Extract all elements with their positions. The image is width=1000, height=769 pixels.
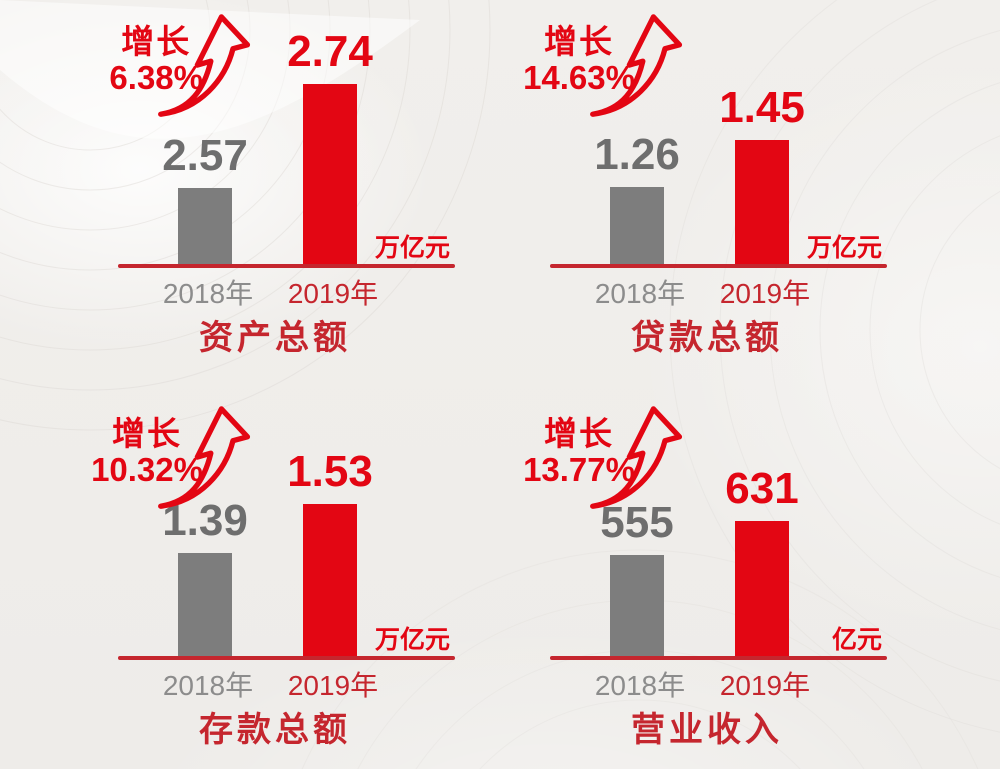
unit-label: 亿元	[831, 626, 882, 654]
growth-arrow-icon	[590, 406, 683, 509]
bar-2019	[735, 521, 789, 656]
chart-title: 存款总额	[199, 711, 351, 749]
growth-annotation: 增长 6.38%	[109, 14, 255, 120]
growth-arrow-icon	[158, 14, 251, 117]
chart-operating-revenue: 增长 13.77% 555 631 亿元 2018年	[500, 384, 1000, 769]
bar-group-2019: 631	[725, 464, 799, 656]
growth-label: 增长	[544, 415, 615, 452]
bar-group-2019: 1.45	[719, 83, 805, 264]
bar-2019	[735, 140, 789, 264]
year-label-2018: 2018年	[162, 278, 254, 309]
growth-percentage: 14.63%	[523, 58, 635, 96]
growth-percentage: 10.32%	[91, 450, 203, 488]
year-label-2019: 2019年	[287, 670, 379, 701]
bar-group-2019: 2.74	[287, 27, 373, 264]
growth-label: 增长	[121, 23, 192, 60]
bar-2019	[303, 504, 357, 656]
bar-group-2018: 1.26	[594, 130, 680, 264]
unit-label: 万亿元	[374, 626, 450, 654]
chart-title: 资产总额	[199, 319, 351, 357]
bar-2018	[178, 188, 232, 264]
growth-annotation: 增长 10.32%	[91, 406, 255, 512]
bar-value-2019: 631	[725, 464, 799, 513]
bar-2018	[178, 553, 232, 656]
bar-group-2018: 2.57	[162, 131, 248, 264]
year-label-2018: 2018年	[594, 670, 686, 701]
growth-arrow-icon	[158, 406, 251, 509]
growth-label: 增长	[544, 23, 615, 60]
chart-title: 营业收入	[631, 711, 783, 749]
axis-line	[118, 656, 455, 660]
bar-value-2018: 2.57	[162, 131, 248, 180]
axis-line	[550, 656, 887, 660]
chart-total-assets: 增长 6.38% 2.57 2.74 万亿元 2018年	[0, 0, 500, 384]
bar-value-2019: 1.53	[287, 447, 373, 496]
unit-label: 万亿元	[806, 234, 882, 262]
bar-group-2019: 1.53	[287, 447, 373, 656]
chart-total-deposits: 增长 10.32% 1.39 1.53 万亿元 2018年	[0, 384, 500, 769]
growth-annotation: 增长 13.77%	[523, 406, 687, 512]
bar-value-2019: 2.74	[287, 27, 373, 76]
year-label-2019: 2019年	[719, 670, 811, 701]
bar-2019	[303, 84, 357, 264]
unit-label: 万亿元	[374, 234, 450, 262]
year-label-2018: 2018年	[594, 278, 686, 309]
year-label-2018: 2018年	[162, 670, 254, 701]
growth-annotation: 增长 14.63%	[523, 14, 687, 120]
bar-group-2018: 1.39	[162, 496, 248, 656]
growth-arrow-icon	[590, 14, 683, 117]
bar-2018	[610, 555, 664, 656]
bar-value-2019: 1.45	[719, 83, 805, 132]
growth-percentage: 13.77%	[523, 450, 635, 488]
bar-group-2018: 555	[600, 498, 674, 656]
bar-value-2018: 555	[600, 498, 674, 547]
axis-line	[550, 264, 887, 268]
axis-line	[118, 264, 455, 268]
year-label-2019: 2019年	[719, 278, 811, 309]
growth-label: 增长	[112, 415, 183, 452]
bar-2018	[610, 187, 664, 264]
growth-percentage: 6.38%	[109, 58, 203, 96]
chart-title: 贷款总额	[631, 319, 783, 357]
year-label-2019: 2019年	[287, 278, 379, 309]
bar-value-2018: 1.26	[594, 130, 680, 179]
chart-total-loans: 增长 14.63% 1.26 1.45 万亿元 2018年	[500, 0, 1000, 384]
